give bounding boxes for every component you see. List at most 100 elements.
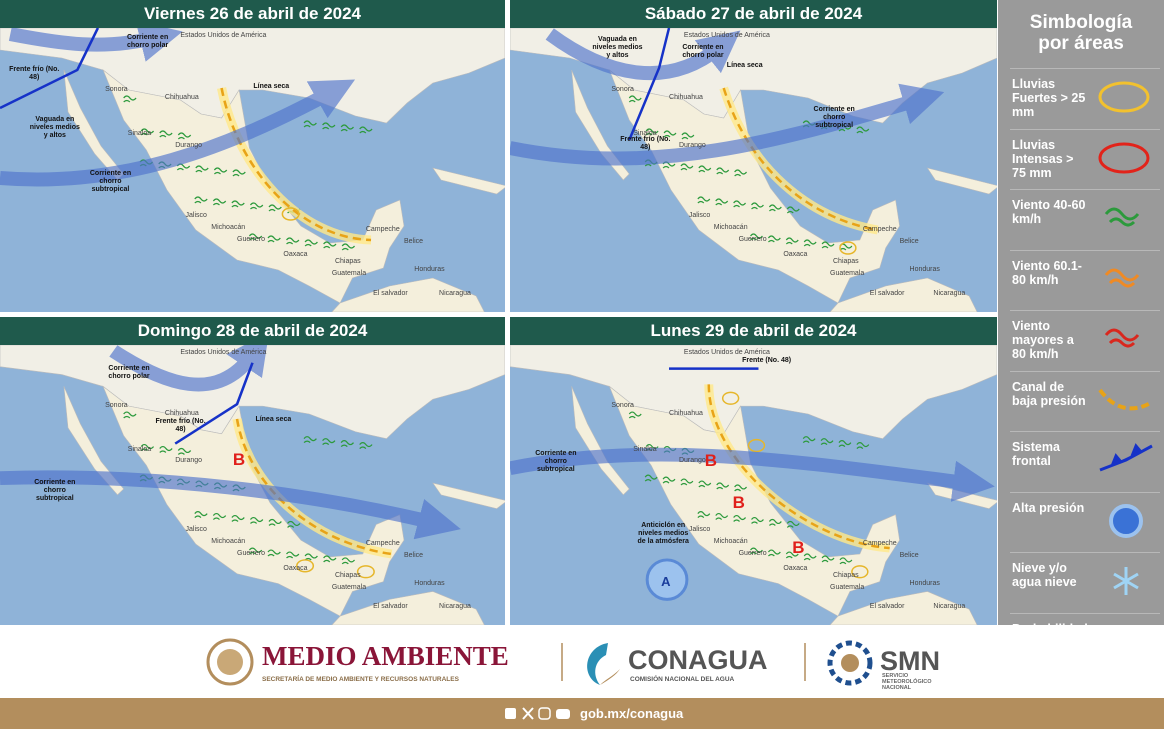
wind-symbol (323, 241, 337, 249)
wind-symbol (341, 557, 356, 565)
front (174, 362, 254, 445)
youtube-icon[interactable] (556, 709, 570, 719)
legend-label: Viento 40-60 km/h (1012, 198, 1086, 226)
place-label: Campeche (862, 540, 897, 548)
legend-item: Viento 60.1-80 km/h (1010, 249, 1160, 309)
wind-symbol (820, 438, 834, 446)
rain-area (281, 207, 300, 221)
land (102, 385, 405, 617)
place-label: Guatemala (830, 583, 865, 591)
semarnat-emblem (206, 638, 254, 686)
map-area: Estados Unidos de América Sonora Chihuahua… (0, 345, 505, 625)
jet-stream (545, 28, 741, 81)
wind-symbol (697, 511, 711, 518)
wind-symbol (286, 551, 300, 559)
legend-label: Viento 60.1-80 km/h (1012, 258, 1082, 287)
map-annotation: Corriente en chorro subtropical (89, 170, 132, 193)
wind-symbol (662, 476, 676, 484)
map-annotation: Corriente en chorro subtropical (535, 449, 577, 473)
place-label: Estados Unidos de América (180, 32, 267, 39)
web-link[interactable]: gob.mx/conagua (580, 706, 684, 721)
wind-symbol (341, 243, 356, 251)
wind-symbol (249, 202, 264, 210)
land (829, 277, 978, 312)
icon (1104, 328, 1140, 348)
trough (220, 87, 372, 242)
place-label: Belice (899, 552, 919, 560)
wind-symbol (123, 95, 137, 103)
rain-area (839, 241, 857, 255)
land (608, 385, 900, 617)
wind-symbol (786, 520, 800, 528)
instagram-icon[interactable] (538, 707, 551, 720)
wind-symbol (249, 516, 264, 524)
wind-symbol (698, 480, 712, 488)
wind-symbol (767, 235, 781, 243)
legend-label: Lluvias Intensas > 75 mm (1012, 137, 1074, 180)
wind-symbol (286, 237, 300, 245)
wind-symbol (231, 514, 245, 522)
social-bar: gob.mx/conagua (505, 706, 684, 721)
place-label: Jalisco (185, 526, 207, 534)
wind-symbol (194, 511, 208, 518)
wind-symbol (303, 120, 317, 128)
legend-label: Sistema frontal (1012, 440, 1060, 468)
place-label: El salvador (869, 290, 905, 297)
legend-icon (1109, 503, 1143, 538)
wind-symbol (268, 204, 282, 212)
wind-symbol (213, 167, 228, 175)
jet-stream (0, 470, 461, 540)
wind-symbol (785, 237, 799, 245)
panel-title: Domingo 28 de abril de 2024 (0, 317, 505, 345)
place-label: Sonora (611, 402, 634, 410)
legend-icon (1104, 268, 1140, 287)
rain-area (747, 438, 766, 453)
map-annotation: Corriente en chorro polar (108, 364, 150, 380)
place-label: Jalisco (185, 212, 207, 219)
legend-label: Lluvias Fuertes > 25 mm (1012, 77, 1086, 119)
wind-symbol (716, 482, 730, 490)
wind-symbol (140, 128, 155, 136)
map-area: Estados Unidos de América Sonora Chihuahua… (510, 28, 997, 312)
wind-symbol (751, 202, 764, 210)
wind-symbol (159, 445, 173, 453)
wind-symbol (767, 549, 781, 557)
wind-symbol (248, 547, 263, 555)
place-label: El salvador (373, 290, 408, 297)
wind-symbol (802, 436, 816, 444)
map-svg (510, 345, 997, 625)
icon (1099, 443, 1153, 472)
legend-label: Nieve y/o agua nieve (1012, 561, 1077, 589)
icon (1109, 503, 1143, 538)
wind-symbol (322, 438, 336, 446)
x-icon[interactable] (522, 707, 534, 720)
legend-label: Canal de baja presión (1012, 379, 1086, 408)
wind-symbol (681, 132, 695, 140)
map-annotation: Línea seca (726, 62, 763, 69)
wind-symbol (803, 239, 817, 247)
place-label: Guerrero (237, 550, 266, 558)
place-label: Honduras (909, 266, 940, 273)
land (829, 591, 978, 625)
high-pressure (645, 558, 689, 601)
facebook-icon[interactable] (505, 708, 516, 719)
place-label: Nicaragua (439, 603, 471, 611)
jet-stream (510, 83, 945, 166)
legend-icon (1104, 207, 1140, 227)
conagua-logo (600, 669, 620, 685)
map-annotation: B (732, 492, 745, 512)
wind-symbol (340, 440, 354, 447)
wind-symbol (123, 411, 137, 419)
trough (707, 384, 890, 550)
legend-icon (1113, 567, 1139, 595)
map-annotation: Vaguada en niveles medios y altos (592, 36, 643, 59)
place-label: Durango (678, 142, 706, 149)
map-annotation: Corriente en chorro subtropical (813, 106, 855, 129)
legend-item: Nieve y/o agua nieve (1010, 552, 1160, 611)
trough (235, 418, 392, 556)
map-svg (510, 28, 997, 312)
place-label: Chihuahua (669, 94, 703, 101)
wind-symbol (821, 241, 835, 249)
wind-symbol (231, 200, 245, 208)
wind-symbol (340, 124, 354, 132)
